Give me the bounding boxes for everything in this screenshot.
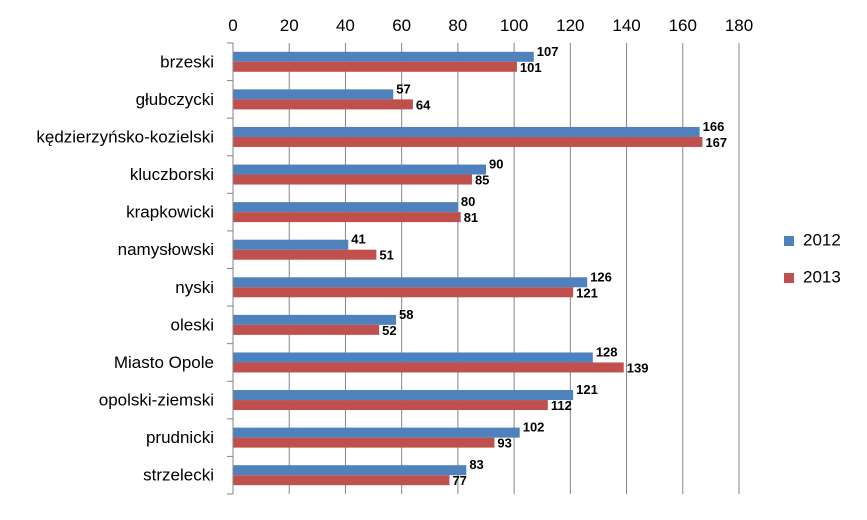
bar-2013 — [233, 437, 495, 448]
data-label-2013: 93 — [497, 436, 511, 451]
data-label-2013: 85 — [475, 173, 489, 188]
data-label-2013: 64 — [416, 97, 431, 112]
bar-2012 — [233, 352, 593, 363]
bar-2013 — [233, 287, 574, 298]
bar-2013 — [233, 212, 461, 223]
data-label-2012: 128 — [596, 344, 618, 359]
data-label-2013: 101 — [520, 60, 542, 75]
x-tick-label: 160 — [669, 16, 697, 35]
x-tick-label: 80 — [448, 16, 467, 35]
bar-2012 — [233, 427, 520, 438]
data-label-2013: 121 — [576, 285, 598, 300]
y-axis — [227, 42, 234, 495]
legend-label: 2013 — [803, 267, 841, 286]
data-label-2012: 102 — [523, 420, 545, 435]
bar-2012 — [233, 202, 458, 213]
legend: 2012 2013 — [784, 230, 841, 286]
data-label-2013: 81 — [464, 210, 478, 225]
category-label: nyski — [175, 278, 214, 297]
legend-swatch-2012 — [784, 236, 794, 246]
category-label: opolski-ziemski — [99, 391, 214, 410]
data-label-2012: 90 — [489, 157, 503, 172]
bars — [233, 51, 703, 486]
bar-2012 — [233, 164, 486, 175]
category-label: głubczycki — [136, 90, 214, 109]
bar-2012 — [233, 51, 534, 62]
data-label-2012: 121 — [576, 382, 598, 397]
data-label-2012: 57 — [396, 81, 410, 96]
bar-2013 — [233, 324, 380, 335]
category-label: Miasto Opole — [114, 353, 214, 372]
bar-2012 — [233, 314, 397, 325]
x-tick-label: 40 — [336, 16, 355, 35]
bar-2012 — [233, 465, 467, 476]
data-label-2012: 83 — [469, 457, 483, 472]
data-label-2012: 166 — [703, 119, 725, 134]
category-label: prudnicki — [146, 428, 214, 447]
data-label-2013: 52 — [382, 323, 396, 338]
legend-label: 2012 — [803, 230, 841, 249]
bar-2013 — [233, 136, 703, 147]
data-label-2012: 80 — [461, 194, 475, 209]
category-label: oleski — [171, 315, 214, 334]
data-labels: 1071015764166167908580814151126121585212… — [351, 44, 727, 488]
data-label-2013: 51 — [379, 248, 393, 263]
data-label-2012: 58 — [399, 307, 413, 322]
bar-2013 — [233, 400, 548, 411]
x-tick-label: 60 — [392, 16, 411, 35]
gridlines — [288, 43, 740, 494]
data-label-2013: 112 — [551, 398, 572, 413]
category-label: namysłowski — [118, 240, 214, 259]
bar-2013 — [233, 475, 450, 486]
bar-2012 — [233, 277, 588, 288]
x-tick-label: 140 — [612, 16, 640, 35]
bar-2012 — [233, 126, 700, 137]
category-label: kluczborski — [130, 165, 214, 184]
data-label-2013: 77 — [452, 473, 466, 488]
bar-2013 — [233, 174, 472, 185]
legend-swatch-2013 — [784, 273, 794, 283]
bar-2013 — [233, 249, 377, 260]
x-tick-label: 100 — [500, 16, 528, 35]
x-tick-label: 20 — [280, 16, 299, 35]
bar-2012 — [233, 239, 349, 250]
category-label: krapkowicki — [126, 203, 214, 222]
x-tick-labels: 0 20 40 60 80 100 120 140 160 180 — [228, 16, 753, 35]
bar-2013 — [233, 362, 624, 373]
bar-2013 — [233, 99, 413, 110]
data-label-2012: 126 — [590, 269, 612, 284]
data-label-2013: 139 — [627, 360, 649, 375]
category-label: kędzierzyńsko-kozielski — [36, 127, 214, 146]
category-label: strzelecki — [143, 466, 214, 485]
bar-2012 — [233, 390, 574, 401]
x-tick-label: 120 — [556, 16, 584, 35]
x-tick-label: 0 — [228, 16, 237, 35]
x-tick-label: 180 — [725, 16, 753, 35]
data-label-2012: 107 — [537, 44, 559, 59]
category-labels: brzeski głubczycki kędzierzyńsko-kozielski… — [36, 52, 214, 484]
category-label: brzeski — [160, 52, 214, 71]
bar-2013 — [233, 61, 517, 72]
data-label-2012: 41 — [351, 232, 365, 247]
bar-2012 — [233, 89, 394, 100]
data-label-2013: 167 — [705, 135, 727, 150]
